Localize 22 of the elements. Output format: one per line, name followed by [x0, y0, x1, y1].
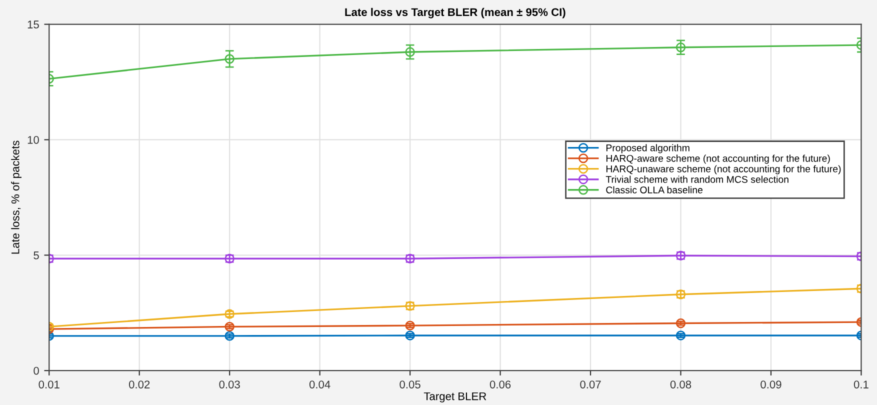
y-axis-title: Late loss, % of packets: [11, 140, 22, 254]
chart-title: Late loss vs Target BLER (mean ± 95% CI): [345, 8, 566, 18]
y-tick-label: 0: [34, 366, 39, 375]
y-tick-label: 10: [28, 136, 39, 144]
legend-label: Trivial scheme with random MCS selection: [606, 176, 788, 183]
x-tick-label: 0.03: [219, 380, 240, 388]
x-tick-label: 0.06: [490, 380, 511, 388]
x-axis-title: Target BLER: [424, 392, 486, 402]
legend-label: HARQ-unaware scheme (not accounting for the future): [606, 165, 841, 174]
x-tick-label: 0.05: [400, 380, 420, 388]
legend-label: Classic OLLA baseline: [606, 186, 703, 194]
x-tick-label: 0.02: [128, 380, 150, 388]
y-tick-label: 15: [28, 20, 39, 28]
x-tick-label: 0.01: [38, 380, 60, 388]
legend-label: HARQ-aware scheme (not accounting for the future): [606, 154, 830, 164]
x-tick-label: 0.04: [309, 380, 330, 388]
y-tick-label: 5: [34, 252, 39, 260]
x-tick-label: 0.08: [670, 380, 692, 388]
x-tick-label: 0.1: [854, 380, 868, 388]
x-tick-label: 0.09: [760, 380, 782, 388]
legend-label: Proposed algorithm: [606, 144, 690, 154]
x-tick-label: 0.07: [580, 380, 601, 388]
